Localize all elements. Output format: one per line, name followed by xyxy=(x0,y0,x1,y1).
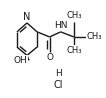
Text: CH₃: CH₃ xyxy=(66,46,82,55)
Text: O: O xyxy=(46,53,53,62)
Text: CH₃: CH₃ xyxy=(86,32,102,41)
Text: H: H xyxy=(55,69,62,78)
Text: OH: OH xyxy=(13,56,27,65)
Text: CH₃: CH₃ xyxy=(66,11,82,20)
Text: N: N xyxy=(23,12,31,22)
Text: HN: HN xyxy=(54,21,67,30)
Text: Cl: Cl xyxy=(54,80,63,90)
